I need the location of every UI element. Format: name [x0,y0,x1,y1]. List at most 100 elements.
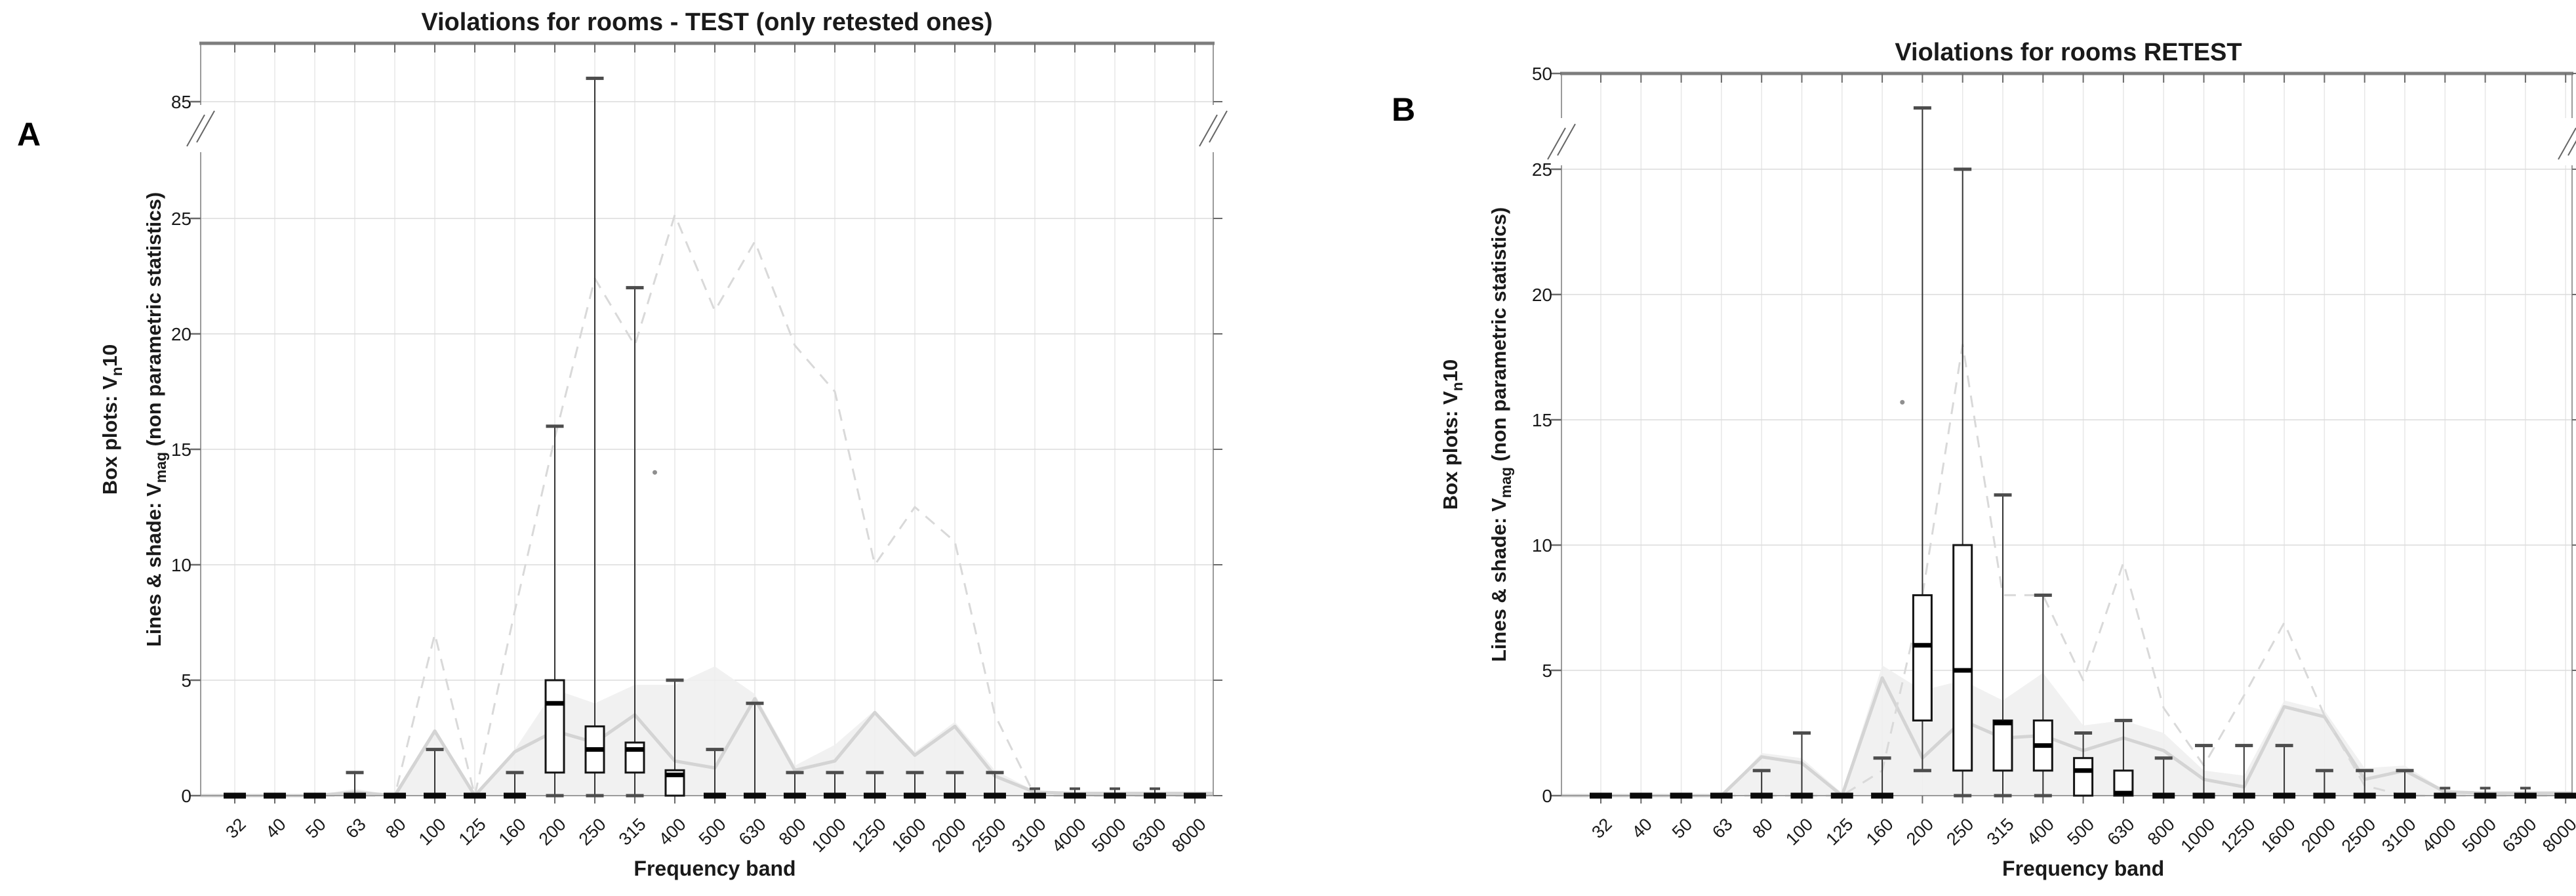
whisker-cap-nub [2480,786,2491,790]
whisker-cap-nub [1030,787,1040,790]
x-tick-text-200: 200 [1902,814,1937,849]
boxplot-1000 [824,771,846,799]
x-tick-label-32: 32 [222,814,249,842]
x-tick-label-6300: 6300 [2499,814,2541,856]
whisker-cap-lower [586,794,604,798]
collapsed-box-at-zero [464,792,486,799]
collapsed-box-at-zero [2192,792,2215,799]
panel-letter: B [1392,91,1415,128]
collapsed-box-at-zero [1024,792,1046,799]
x-tick-text-6300: 6300 [1128,814,1170,856]
boxplot-500 [2073,731,2094,797]
collapsed-box-at-zero [2514,792,2537,799]
collapsed-box-at-zero [504,792,526,799]
boxplot-80 [1750,769,1773,799]
x-tick-text-500: 500 [695,814,730,849]
boxplot-5000 [1104,787,1126,799]
x-tick-label-1600: 1600 [888,814,930,856]
x-tick-label-8000: 8000 [1168,814,1210,856]
collapsed-box-at-zero [1871,792,1894,799]
panel-title: Violations for rooms - TEST (only retest… [421,9,992,36]
boxplot-3100 [1024,787,1046,799]
collapsed-box-at-zero [344,792,366,799]
collapsed-box-at-zero [904,792,926,799]
boxplot-50 [1670,792,1693,799]
x-tick-label-500: 500 [2063,814,2098,849]
collapsed-box-at-zero [304,792,326,799]
x-tick-text-160: 160 [1862,814,1897,849]
x-tick-label-315: 315 [615,814,650,849]
x-tick-text-250: 250 [1942,814,1977,849]
y-tick-label-5: 5 [181,670,191,691]
x-tick-label-40: 40 [262,814,289,842]
axis-break-slash [2558,127,2576,160]
x-tick-label-160: 160 [495,814,530,849]
whisker-cap-upper [786,771,804,775]
y-axis-label-text2: Lines & shade: Vmag (non parametric stat… [142,192,169,647]
x-tick-label-32: 32 [1588,814,1615,842]
boxplot-40 [264,792,286,799]
boxplot-32 [1590,792,1612,799]
collapsed-box-at-zero [424,792,446,799]
x-tick-label-2500: 2500 [968,814,1010,856]
boxplot-800 [784,771,806,799]
collapsed-box-at-zero [824,792,846,799]
y-tick-label-20: 20 [171,324,191,344]
x-tick-label-125: 125 [455,814,490,849]
boxplot-315 [624,286,645,798]
collapsed-box-at-zero [1830,792,1853,799]
boxplot-400 [664,678,685,797]
x-axis-label: Frequency band [2002,857,2164,880]
x-tick-text-630: 630 [2104,814,2139,849]
y-tick-label-0: 0 [181,786,191,806]
x-tick-label-50: 50 [1668,814,1696,842]
whisker-cap-upper [746,701,764,705]
whisker-cap-upper [346,771,364,775]
x-tick-label-200: 200 [1902,814,1937,849]
boxplot-125 [1830,792,1853,799]
boxplot-63 [1710,792,1733,799]
axis-break-gap-left [1544,118,1579,165]
y-tick-label-20: 20 [1532,285,1552,305]
y-tick-label-50: 50 [1532,64,1552,84]
boxplot-200 [544,424,565,798]
boxplot-40 [1630,792,1653,799]
collapsed-box-at-zero [2474,792,2497,799]
whisker-cap-upper [2315,769,2333,773]
boxplot-500 [704,748,726,799]
x-tick-label-100: 100 [1782,814,1817,849]
shade-area [1561,665,2572,796]
x-tick-label-3100: 3100 [2378,814,2420,856]
x-tick-text-8000: 8000 [1168,814,1210,856]
axis-break-gap-right [1196,105,1230,152]
x-tick-text-500: 500 [2063,814,2098,849]
whisker-cap-nub [2520,786,2531,790]
whisker-cap-upper [1873,756,1891,760]
x-tick-label-1250: 1250 [2217,814,2259,856]
box-iqr [2073,757,2094,797]
x-tick-text-200: 200 [535,814,570,849]
boxplot-6300 [2514,786,2537,799]
whisker-cap-upper [2034,593,2052,597]
axis-break-gap-left [184,105,218,152]
y-axis-label-line1: Box plots: Vn10 [98,344,125,495]
whisker-cap-lower [1954,794,1972,798]
x-tick-text-1000: 1000 [2177,814,2219,856]
whisker-cap-upper [2356,769,2374,773]
whisker-cap-upper [2275,744,2293,748]
x-tick-label-500: 500 [695,814,730,849]
x-tick-text-63: 63 [342,814,369,842]
whisker-cap-upper [426,748,444,752]
x-tick-text-630: 630 [735,814,770,849]
whisker-cap-upper [2074,731,2093,735]
y-axis-label-line1: Box plots: Vn10 [1439,359,1466,510]
x-tick-text-3100: 3100 [2378,814,2420,856]
x-tick-text-8000: 8000 [2539,814,2576,856]
x-tick-label-800: 800 [775,814,810,849]
x-tick-label-63: 63 [342,814,369,842]
axis-break-slash [1547,127,1566,160]
boxplot-125 [464,792,486,799]
whisker-cap-lower [546,794,564,798]
boxplot-1600 [904,771,926,799]
